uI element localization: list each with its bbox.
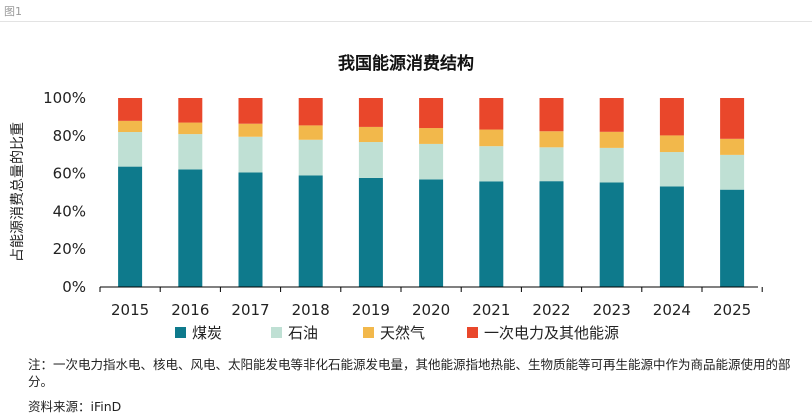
bar-segment-2015-2 bbox=[118, 120, 143, 133]
x-tick-label: 2019 bbox=[352, 301, 390, 319]
bar-segment-2020-2 bbox=[419, 128, 444, 144]
legend: 煤炭 石油 天然气 一次电力及其他能源 bbox=[175, 324, 619, 342]
bar-segment-2016-1 bbox=[178, 134, 203, 170]
bar-segment-2018-1 bbox=[298, 139, 323, 176]
bar-segment-2021-3 bbox=[479, 98, 504, 130]
x-axis-ticks: 2015 2016 2017 2018 2019 2020 2021 2022 2023 2024… bbox=[99, 287, 763, 319]
bar-segment-2024-3 bbox=[659, 98, 684, 136]
x-tick-label: 2023 bbox=[593, 301, 631, 319]
x-tick-label: 2024 bbox=[653, 301, 691, 319]
bar-segment-2018-0 bbox=[298, 175, 323, 287]
y-tick-label: 80% bbox=[53, 127, 86, 145]
bar-segment-2023-3 bbox=[599, 98, 624, 132]
legend-label-3: 一次电力及其他能源 bbox=[484, 324, 619, 342]
figure-label: 图1 bbox=[4, 5, 22, 18]
x-tick-label: 2018 bbox=[292, 301, 330, 319]
legend-label-2: 天然气 bbox=[380, 324, 425, 342]
bar-segment-2024-0 bbox=[659, 186, 684, 287]
bar-segment-2015-1 bbox=[118, 132, 143, 167]
bar-segment-2016-3 bbox=[178, 98, 203, 123]
bar-segment-2017-0 bbox=[238, 172, 263, 287]
bar-segment-2021-2 bbox=[479, 129, 504, 147]
legend-swatch-1 bbox=[271, 327, 282, 338]
bar-segment-2022-2 bbox=[539, 131, 564, 148]
x-tick-label: 2022 bbox=[532, 301, 570, 319]
y-tick-label: 40% bbox=[53, 202, 86, 220]
bar-segment-2022-1 bbox=[539, 147, 564, 182]
bar-segment-2019-3 bbox=[358, 98, 383, 127]
x-tick-label: 2015 bbox=[111, 301, 149, 319]
bar-segment-2017-2 bbox=[238, 123, 263, 137]
bar-segment-2020-0 bbox=[419, 179, 444, 287]
legend-swatch-3 bbox=[467, 327, 478, 338]
source-line: 资料来源：iFinD bbox=[28, 396, 121, 415]
bar-segment-2024-1 bbox=[659, 152, 684, 187]
legend-swatch-2 bbox=[363, 327, 374, 338]
bar-segment-2016-0 bbox=[178, 169, 203, 287]
y-tick-label: 0% bbox=[62, 278, 86, 296]
energy-structure-chart: 我国能源消费结构 占能源消费总量的比重 0% 20% 40% 60% 80% 100% 2… bbox=[10, 53, 763, 342]
bar-segment-2020-3 bbox=[419, 98, 444, 129]
y-axis-ticks: 0% 20% 40% 60% 80% 100% bbox=[43, 89, 86, 296]
bar-segment-2018-3 bbox=[298, 98, 323, 126]
legend-label-1: 石油 bbox=[288, 324, 318, 342]
bar-segment-2015-0 bbox=[118, 166, 143, 287]
bar-segment-2025-1 bbox=[720, 154, 745, 190]
chart-note: 注：一次电力指水电、核电、风电、太阳能发电等非化石能源发电量，其他能源指地热能、… bbox=[28, 357, 791, 389]
source-value: iFinD bbox=[90, 399, 122, 414]
bar-segment-2023-0 bbox=[599, 182, 624, 287]
bar-segment-2020-1 bbox=[419, 143, 444, 180]
bar-segment-2019-0 bbox=[358, 177, 383, 287]
x-tick-label: 2016 bbox=[171, 301, 209, 319]
y-tick-label: 100% bbox=[43, 89, 86, 107]
bar-segment-2023-2 bbox=[599, 131, 624, 148]
bar-segment-2022-0 bbox=[539, 181, 564, 287]
bar-segment-2016-2 bbox=[178, 122, 203, 135]
header-divider bbox=[0, 21, 812, 22]
bar-segment-2025-3 bbox=[720, 98, 745, 139]
bar-segment-2022-3 bbox=[539, 98, 564, 132]
bar-segment-2019-2 bbox=[358, 126, 383, 143]
y-tick-label: 20% bbox=[53, 240, 86, 258]
bar-segment-2023-1 bbox=[599, 147, 624, 183]
bar-segment-2024-2 bbox=[659, 135, 684, 153]
bar-segment-2019-1 bbox=[358, 142, 383, 178]
bars-group bbox=[118, 98, 745, 287]
y-axis-label: 占能源消费总量的比重 bbox=[10, 122, 26, 262]
x-tick-label: 2017 bbox=[231, 301, 269, 319]
x-tick-label: 2020 bbox=[412, 301, 450, 319]
bar-segment-2025-0 bbox=[720, 189, 745, 287]
bar-segment-2017-3 bbox=[238, 98, 263, 124]
bar-segment-2017-1 bbox=[238, 136, 263, 173]
bar-segment-2021-0 bbox=[479, 181, 504, 287]
chart-title: 我国能源消费结构 bbox=[338, 53, 474, 74]
bar-segment-2015-3 bbox=[118, 98, 143, 121]
y-tick-label: 60% bbox=[53, 165, 86, 183]
legend-label-0: 煤炭 bbox=[192, 324, 222, 342]
legend-swatch-0 bbox=[175, 327, 186, 338]
x-tick-label: 2021 bbox=[472, 301, 510, 319]
bar-segment-2021-1 bbox=[479, 146, 504, 182]
x-tick-label: 2025 bbox=[713, 301, 751, 319]
bar-segment-2025-2 bbox=[720, 138, 745, 155]
bar-segment-2018-2 bbox=[298, 125, 323, 140]
source-label: 资料来源： bbox=[28, 399, 91, 414]
